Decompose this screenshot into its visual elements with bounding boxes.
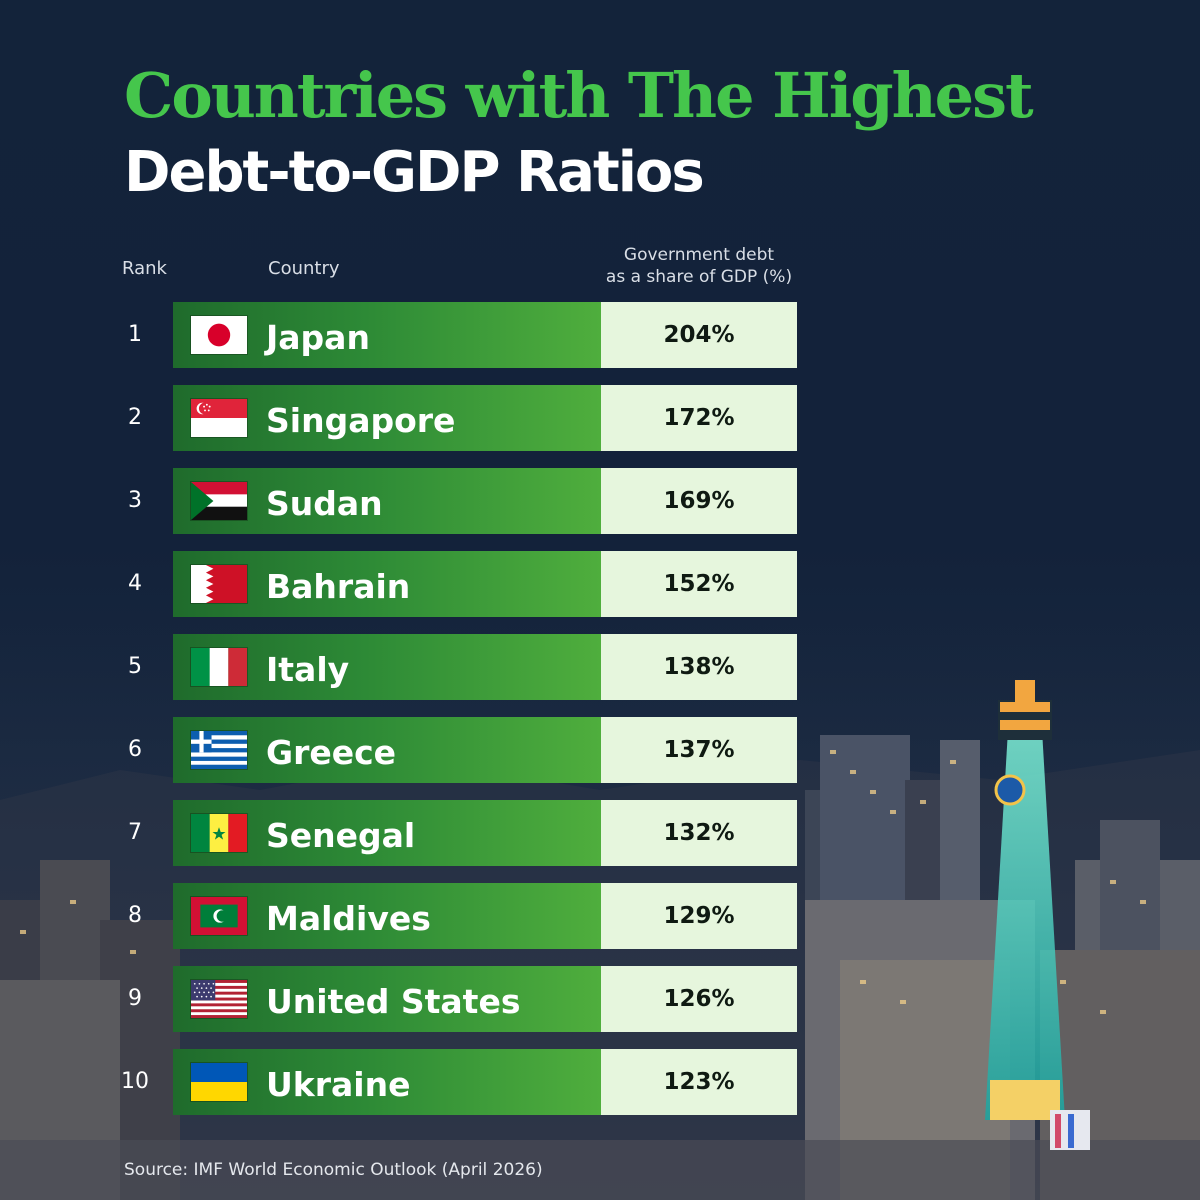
rank-label: 1 <box>128 322 142 347</box>
country-name: Maldives <box>266 899 431 938</box>
title-line-2: Debt-to-GDP Ratios <box>124 140 705 205</box>
table-row: 3 Sudan 169% <box>0 468 1200 534</box>
country-name: Senegal <box>266 816 416 855</box>
rank-label: 2 <box>128 405 142 430</box>
debt-value-label: 132% <box>601 800 797 866</box>
table-row: 5 Italy 138% <box>0 634 1200 700</box>
country-name: Ukraine <box>266 1065 411 1104</box>
table-row: 4 Bahrain 152% <box>0 551 1200 617</box>
rank-label: 8 <box>128 903 142 928</box>
value-header-line-1: Government debt <box>623 245 775 265</box>
senegal-flag-icon <box>190 813 248 853</box>
rank-column-header: Rank <box>122 258 167 279</box>
country-column-header: Country <box>268 258 340 279</box>
maldives-flag-icon <box>190 896 248 936</box>
debt-value-label: 137% <box>601 717 797 783</box>
country-name: Singapore <box>266 401 456 440</box>
table-row: 7 Senegal 132% <box>0 800 1200 866</box>
debt-value-label: 138% <box>601 634 797 700</box>
debt-value-label: 152% <box>601 551 797 617</box>
title-line-1: Countries with The Highest <box>124 59 1034 132</box>
table-row: 2 Singapore 172% <box>0 385 1200 451</box>
source-note: Source: IMF World Economic Outlook (Apri… <box>124 1160 543 1180</box>
country-name: United States <box>266 982 521 1021</box>
greece-flag-icon <box>190 730 248 770</box>
country-name: Italy <box>266 650 350 689</box>
rank-label: 6 <box>128 737 142 762</box>
rank-label: 7 <box>128 820 142 845</box>
table-row: 10 Ukraine 123% <box>0 1049 1200 1115</box>
debt-value-label: 169% <box>601 468 797 534</box>
debt-value-label: 123% <box>601 1049 797 1115</box>
country-name: Bahrain <box>266 567 411 606</box>
value-header-line-2: as a share of GDP (%) <box>605 267 793 287</box>
country-name: Sudan <box>266 484 383 523</box>
table-row: 1 Japan 204% <box>0 302 1200 368</box>
value-column-header: Government debt as a share of GDP (%) <box>594 244 804 288</box>
italy-flag-icon <box>190 647 248 687</box>
table-row: 6 Greece 137% <box>0 717 1200 783</box>
rank-label: 9 <box>128 986 142 1011</box>
rank-label: 4 <box>128 571 142 596</box>
debt-value-label: 172% <box>601 385 797 451</box>
ukraine-flag-icon <box>190 1062 248 1102</box>
united-states-flag-icon <box>190 979 248 1019</box>
japan-flag-icon <box>190 315 248 355</box>
bahrain-flag-icon <box>190 564 248 604</box>
debt-value-label: 126% <box>601 966 797 1032</box>
sudan-flag-icon <box>190 481 248 521</box>
country-name: Greece <box>266 733 397 772</box>
table-row: 8 Maldives 129% <box>0 883 1200 949</box>
singapore-flag-icon <box>190 398 248 438</box>
rank-label: 10 <box>121 1069 149 1094</box>
table-row: 9 United States 126% <box>0 966 1200 1032</box>
debt-value-label: 129% <box>601 883 797 949</box>
rank-label: 5 <box>128 654 142 679</box>
rank-label: 3 <box>128 488 142 513</box>
debt-value-label: 204% <box>601 302 797 368</box>
country-name: Japan <box>266 318 370 357</box>
